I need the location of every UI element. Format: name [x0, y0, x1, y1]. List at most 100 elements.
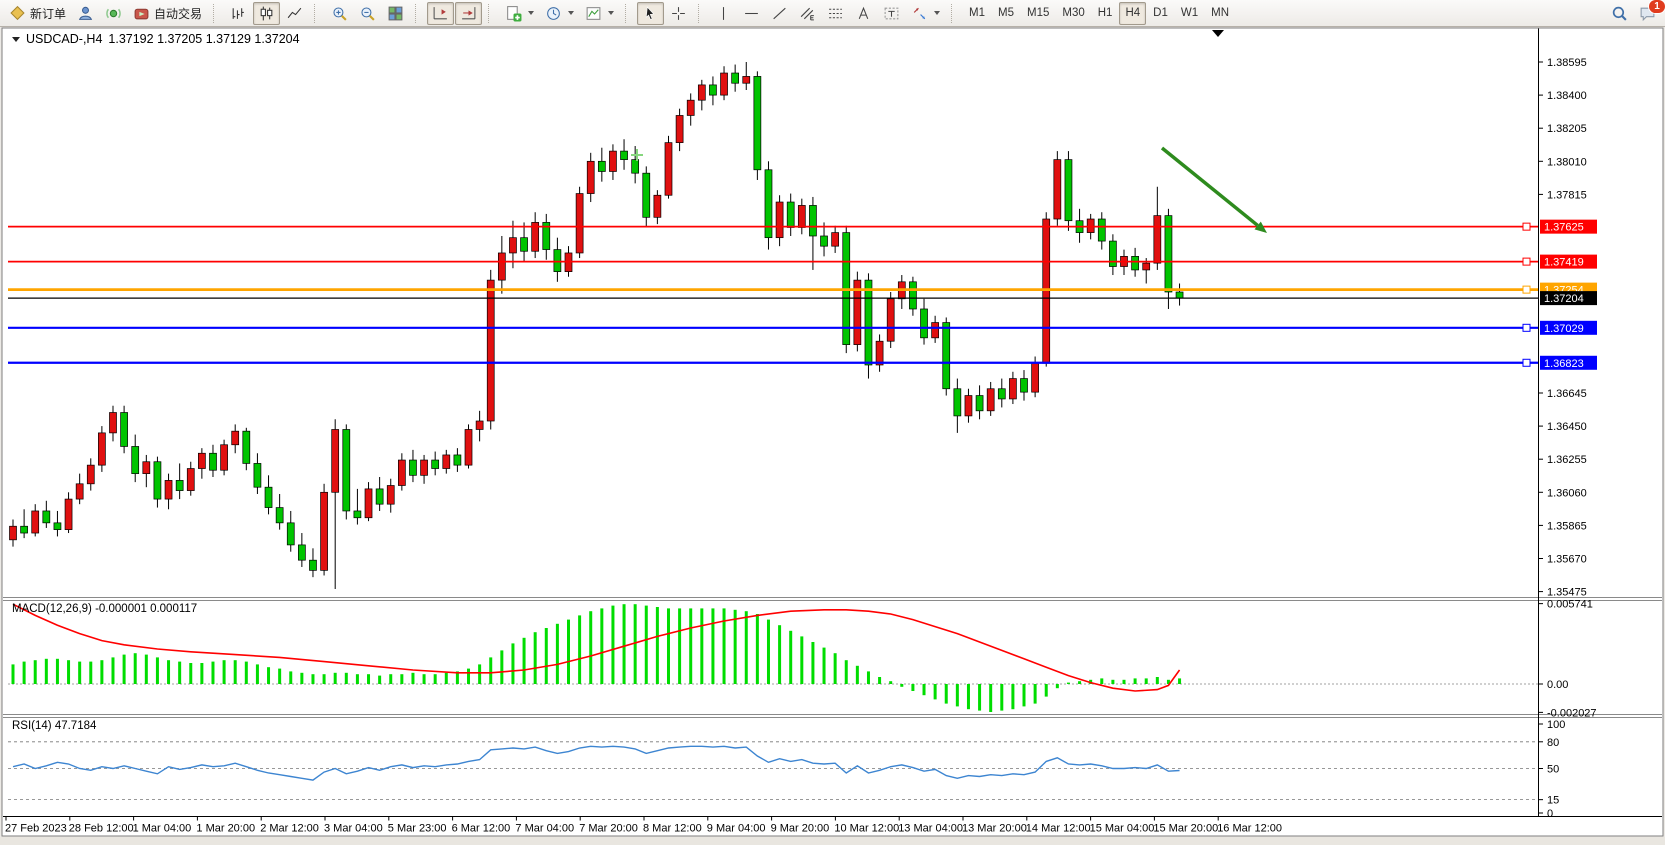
zoom-in-icon — [333, 6, 347, 21]
toolbar: 新订单 自动交易 — [0, 0, 1665, 27]
svg-text:100: 100 — [1547, 719, 1565, 731]
svg-text:2 Mar 12:00: 2 Mar 12:00 — [260, 823, 319, 835]
crosshair-button[interactable] — [665, 2, 692, 25]
toolbar-separator — [488, 3, 495, 23]
timeframe-group: M1 M5 M15 M30 H1 H4 D1 W1 MN — [963, 1, 1235, 25]
trendline-button[interactable] — [766, 2, 793, 25]
svg-text:1.36060: 1.36060 — [1547, 487, 1587, 499]
trend-arrow-annotation[interactable] — [1160, 146, 1267, 233]
svg-text:0.00: 0.00 — [1547, 679, 1568, 691]
toolbar-separator — [213, 3, 220, 23]
svg-text:1 Mar 20:00: 1 Mar 20:00 — [196, 823, 255, 835]
svg-text:7 Mar 20:00: 7 Mar 20:00 — [579, 823, 638, 835]
hline-handle[interactable] — [1522, 257, 1531, 266]
svg-text:1.35475: 1.35475 — [1547, 587, 1587, 599]
rsi-line — [12, 745, 1180, 781]
text-label-button[interactable] — [878, 2, 905, 25]
new-order-icon — [10, 5, 25, 20]
auto-scroll-button[interactable] — [455, 1, 483, 25]
timeframe-m1-button[interactable]: M1 — [963, 2, 991, 25]
svg-text:80: 80 — [1547, 737, 1559, 749]
chart-end-marker-icon — [1212, 30, 1224, 37]
text-button[interactable] — [850, 2, 877, 25]
zoom-in-button[interactable] — [326, 2, 353, 25]
templates-button[interactable] — [580, 2, 619, 25]
toolbar-separator — [625, 3, 632, 23]
macd-signal-line — [12, 603, 1181, 692]
tile-windows-button[interactable] — [382, 2, 409, 25]
svg-text:1.38010: 1.38010 — [1547, 156, 1587, 168]
timeframe-m15-button[interactable]: M15 — [1021, 2, 1055, 25]
horizontal-line-button[interactable] — [738, 2, 765, 25]
timeframe-d1-button[interactable]: D1 — [1147, 2, 1174, 25]
candlestick-chart-button[interactable] — [253, 1, 281, 25]
hline-handle[interactable] — [1522, 285, 1531, 294]
svg-text:15 Mar 04:00: 15 Mar 04:00 — [1090, 823, 1155, 835]
periods-button[interactable] — [540, 2, 579, 25]
svg-text:15 Mar 20:00: 15 Mar 20:00 — [1153, 823, 1218, 835]
search-icon — [1612, 6, 1627, 21]
svg-text:15: 15 — [1547, 795, 1559, 807]
cursor-arrow-icon — [645, 5, 655, 20]
cross-marker-annotation[interactable] — [631, 149, 643, 161]
hline-handle[interactable] — [1522, 222, 1531, 231]
symbol-dropdown-icon — [12, 36, 20, 42]
timeframe-h1-button[interactable]: H1 — [1092, 2, 1119, 25]
svg-text:5 Mar 23:00: 5 Mar 23:00 — [388, 823, 447, 835]
svg-text:8 Mar 12:00: 8 Mar 12:00 — [643, 823, 702, 835]
svg-text:6 Mar 12:00: 6 Mar 12:00 — [452, 823, 511, 835]
time-axis[interactable]: 27 Feb 2023 28 Feb 12:001 Mar 04:00 1 Mar … — [5, 816, 1282, 835]
shapes-button[interactable] — [906, 2, 945, 25]
chart-shift-icon — [433, 6, 447, 19]
svg-text:9 Mar 20:00: 9 Mar 20:00 — [771, 823, 830, 835]
search-button[interactable] — [1606, 2, 1633, 25]
current-price-label — [1540, 291, 1597, 306]
line-chart-button[interactable] — [281, 2, 308, 25]
toolbar-separator — [698, 3, 705, 23]
channel-button[interactable] — [794, 2, 821, 25]
bar-chart-button[interactable] — [225, 2, 252, 25]
zoom-out-icon — [361, 6, 375, 21]
signals-button[interactable] — [100, 2, 127, 25]
macd-indicator-label[interactable]: MACD(12,26,9) -0.000001 0.000117 — [12, 603, 198, 615]
market-watch-button[interactable] — [72, 2, 99, 25]
autotrading-button[interactable]: 自动交易 — [128, 2, 207, 25]
fibonacci-button[interactable] — [822, 2, 849, 25]
timeframe-h4-button[interactable]: H4 — [1119, 1, 1147, 25]
svg-text:1.37029: 1.37029 — [1544, 323, 1584, 335]
price-axis[interactable]: 1.38595 1.38400 1.38205 1.38010 1.37815 1.366… — [1538, 57, 1587, 599]
arrow-shapes-icon — [913, 7, 926, 19]
svg-text:27 Feb 2023: 27 Feb 2023 — [5, 823, 67, 835]
bar-chart-icon — [232, 7, 244, 19]
symbol-info[interactable]: USDCAD-,H4 1.37192 1.37205 1.37129 1.372… — [12, 32, 300, 46]
symbol-ohlc: 1.37192 1.37205 1.37129 1.37204 — [108, 32, 300, 46]
clock-icon — [547, 6, 560, 20]
dropdown-caret-icon — [608, 11, 615, 15]
timeframe-mn-button[interactable]: MN — [1205, 2, 1235, 25]
timeframe-m30-button[interactable]: M30 — [1056, 2, 1090, 25]
vertical-line-button[interactable] — [710, 2, 737, 25]
timeframe-w1-button[interactable]: W1 — [1175, 2, 1204, 25]
zoom-out-button[interactable] — [354, 2, 381, 25]
notifications-button[interactable]: 1 — [1634, 0, 1665, 25]
chart-shift-button[interactable] — [427, 1, 455, 25]
hline-price-label — [1540, 254, 1597, 269]
hline-price-label — [1540, 355, 1597, 370]
hline-price-label — [1540, 219, 1597, 234]
svg-text:13 Mar 04:00: 13 Mar 04:00 — [898, 823, 963, 835]
timeframe-m5-button[interactable]: M5 — [992, 2, 1020, 25]
cursor-button[interactable] — [637, 1, 665, 25]
rsi-indicator-label[interactable]: RSI(14) 47.7184 — [12, 720, 97, 732]
svg-text:1.35670: 1.35670 — [1547, 553, 1587, 565]
indicators-button[interactable] — [500, 2, 539, 25]
hline-handle[interactable] — [1522, 323, 1531, 332]
svg-text:1.35865: 1.35865 — [1547, 520, 1587, 532]
svg-text:1.37204: 1.37204 — [1544, 293, 1584, 305]
svg-text:1.37625: 1.37625 — [1544, 222, 1584, 234]
hline-handle[interactable] — [1522, 358, 1531, 367]
toolbar-separator — [314, 3, 321, 23]
signal-broadcast-icon — [106, 8, 121, 18]
svg-text:0: 0 — [1547, 808, 1553, 820]
new-order-button[interactable]: 新订单 — [4, 2, 71, 25]
